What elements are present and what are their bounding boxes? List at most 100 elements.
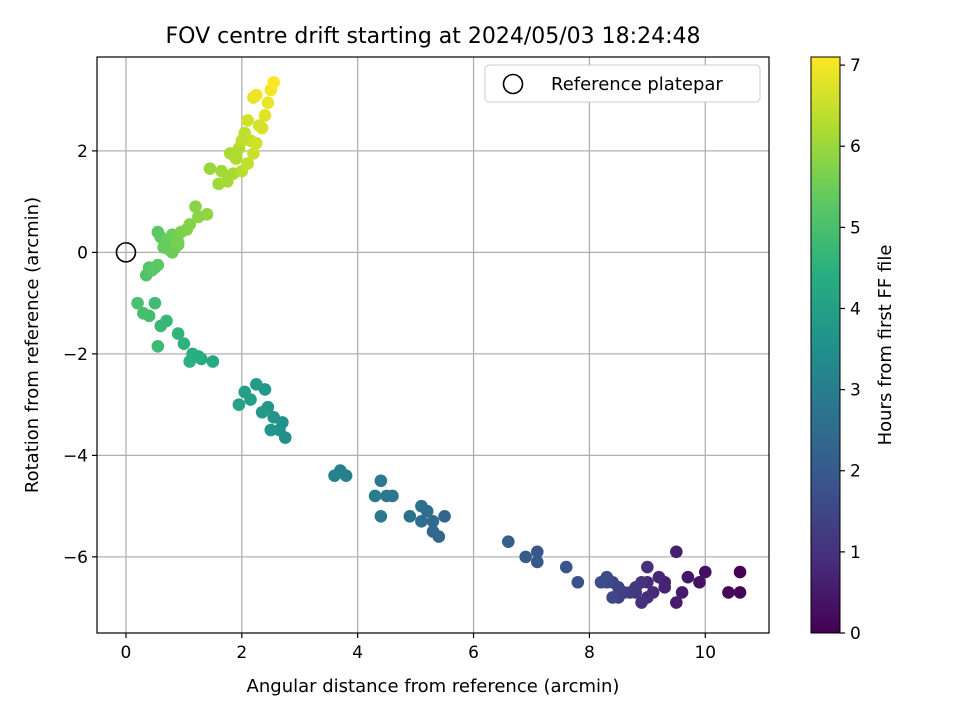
y-tick-label-2: −2 [63,345,88,365]
scatter-point [264,423,278,437]
scatter-point [131,296,144,310]
scatter-point [426,515,440,528]
scatter-point [426,525,440,538]
y-axis-ticks: −6 −4 −2 0 2 [63,142,97,568]
scatter-point [606,591,619,604]
colorbar-ticks: 0 1 2 3 4 5 6 7 [840,56,861,644]
colorbar-tick-label-7: 7 [850,56,861,76]
scatter-point [241,157,254,170]
colorbar-tick-label-5: 5 [850,218,861,238]
y-axis-label: Rotation from reference (arcmin) [22,197,43,493]
x-tick-label-4: 8 [584,643,595,663]
scatter-point [177,337,191,351]
scatter-point [267,76,280,89]
legend-box [484,64,761,103]
x-tick-label-2: 4 [352,643,363,663]
colorbar-label: Hours from first FF file [875,245,896,446]
scatter-point [258,109,272,122]
scatter-point [189,200,202,214]
chart-title: FOV centre drift starting at 2024/05/03 … [166,24,701,49]
y-tick-label-3: 0 [77,243,88,263]
scatter-point [261,96,275,109]
scatter-point [241,114,254,127]
scatter-point [328,469,341,482]
scatter-point [151,258,165,272]
scatter-point [502,535,515,548]
colorbar: 0 1 2 3 4 5 6 7 Hours from first FF file [810,56,896,644]
scatter-point [183,355,196,368]
colorbar-tick-label-3: 3 [850,381,861,401]
scatter-point [232,398,246,411]
x-axis-label: Angular distance from reference (arcmin) [247,676,620,697]
scatter-point [693,575,706,589]
plot-frame [96,56,770,634]
scatter-point [223,147,237,160]
scatter-point [374,474,388,488]
legend-label: Reference platepar [551,74,723,95]
scatter-point [380,489,393,503]
scatter-point [733,565,747,579]
scatter-point [415,499,428,513]
scatter-point [641,560,654,574]
scatter-point [250,378,263,391]
y-tick-label-0: −6 [63,548,88,568]
legend: Reference platepar [484,64,761,103]
scatter-point [250,136,263,150]
scatter-point [403,509,417,523]
scatter-point [571,575,585,589]
colorbar-tick-label-6: 6 [850,137,861,157]
scatter-point [681,570,695,584]
scatter-point [154,319,168,333]
x-tick-label-1: 2 [236,643,247,663]
scatter-point [675,586,689,599]
scatter-points [131,76,747,609]
y-tick-label-4: 2 [77,142,88,162]
colorbar-tick-label-2: 2 [850,462,861,482]
reference-marker [115,242,137,263]
scatter-point [652,570,666,584]
scatter-point [722,586,735,599]
scatter-point [273,423,286,437]
scatter-point [698,565,712,579]
scatter-point [658,581,672,594]
scatter-point [255,121,269,135]
x-tick-label-0: 0 [121,643,132,663]
scatter-point [733,586,747,599]
scatter-point [530,545,544,559]
scatter-point [238,385,252,399]
plot-area: 0 2 4 6 8 10 −6 −4 −2 0 2 [63,56,770,663]
scatter-point [151,225,165,239]
scatter-point [594,575,608,589]
x-axis-ticks: 0 2 4 6 8 10 [121,633,716,663]
scatter-point [255,405,269,419]
scatter-point [250,88,263,102]
scatter-point [235,134,249,148]
x-tick-label-3: 6 [468,643,479,663]
scatter-point [203,162,217,175]
scatter-point [519,550,532,564]
scatter-point [267,411,280,424]
colorbar-gradient [810,56,841,634]
y-tick-label-1: −4 [63,446,88,466]
scatter-point [151,339,165,353]
scatter-point [148,296,162,310]
colorbar-tick-label-1: 1 [850,543,861,563]
scatter-point [670,545,683,559]
scatter-point [635,596,648,609]
scatter-point [368,489,382,503]
scatter-point [374,509,388,523]
scatter-point [559,560,573,574]
scatter-point [183,218,196,231]
scatter-point [137,306,150,320]
x-tick-label-5: 10 [694,643,716,663]
scatter-point [206,355,220,368]
colorbar-tick-label-0: 0 [850,624,861,644]
scatter-point [438,509,451,523]
scatter-point [670,596,683,609]
scatter-point [200,208,214,221]
scatter-point [215,164,228,178]
colorbar-tick-label-4: 4 [850,299,861,319]
legend-marker [502,73,524,95]
scatter-point [247,147,260,160]
